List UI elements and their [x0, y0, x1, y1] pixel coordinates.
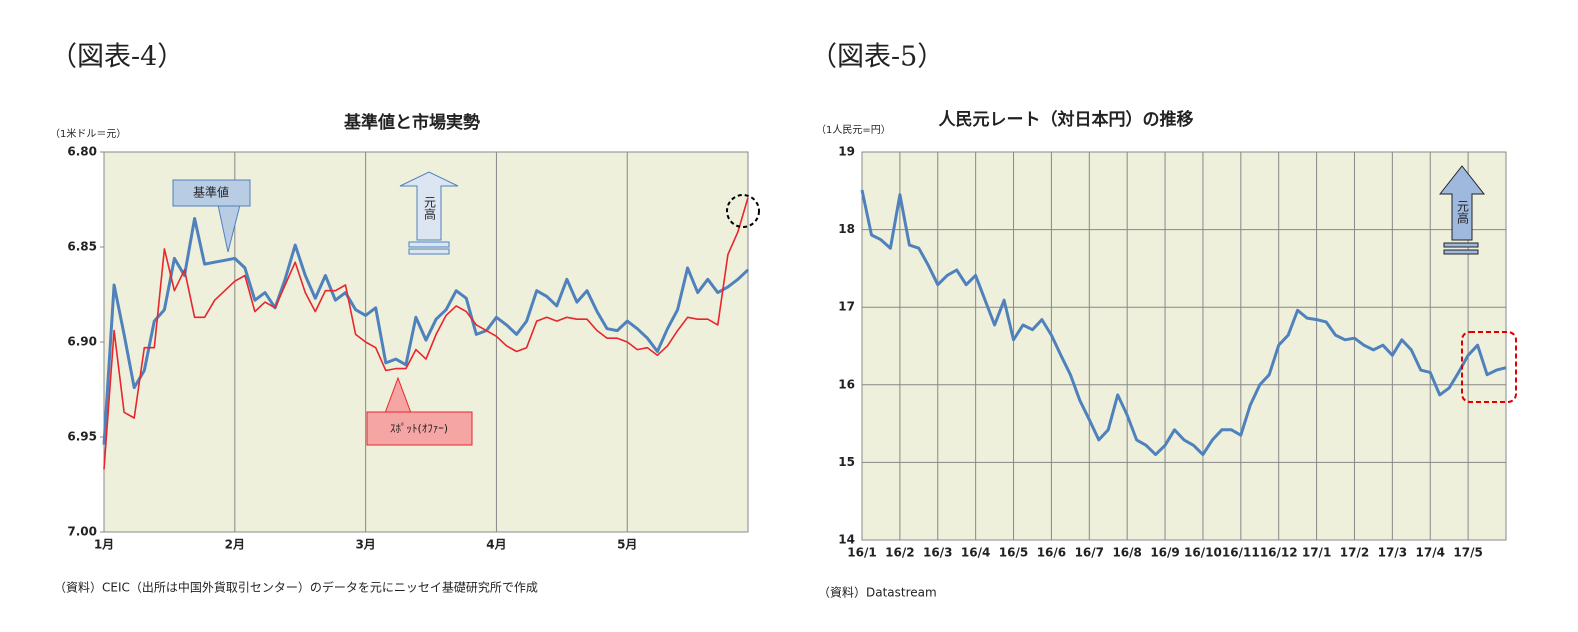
- source: （資料）CEIC（出所は中国外貨取引センター）のデータを元にニッセイ基礎研究所で…: [54, 580, 538, 595]
- x-tick-label: 1月: [94, 538, 114, 552]
- series-line: [102, 217, 750, 445]
- x-tick-label: 16/10: [1184, 546, 1222, 560]
- arrow-label: 元高: [1456, 200, 1470, 225]
- source: （資料）Datastream: [818, 586, 937, 600]
- y-tick-label: 16: [838, 377, 855, 391]
- x-tick-label: 16/7: [1075, 546, 1104, 560]
- y-tick-label: 6.90: [67, 335, 97, 349]
- x-tick-label: 17/5: [1453, 546, 1482, 560]
- y-tick-label: 18: [838, 222, 855, 236]
- highlight-box: [1461, 331, 1517, 403]
- x-tick-label: 16/8: [1112, 546, 1141, 560]
- y-tick-label: 6.80: [67, 145, 97, 159]
- chart-title: 人民元レート（対日本円）の推移: [939, 109, 1194, 130]
- x-tick-label: 17/3: [1378, 546, 1407, 560]
- x-tick-label: 3月: [355, 538, 375, 552]
- annotations: 元高 基準値 ｽﾎﾟｯﾄ(ｵﾌｧｰ) 元高: [172, 165, 1517, 446]
- x-tick-label: 16/9: [1150, 546, 1179, 560]
- callout: [366, 411, 473, 446]
- x-tick-label: 16/5: [999, 546, 1028, 560]
- x-tick-label: 16/3: [923, 546, 952, 560]
- y-tick-label: 6.95: [67, 430, 97, 444]
- x-tick-label: 16/11: [1222, 546, 1260, 560]
- y-tick-label: 14: [838, 533, 855, 547]
- y-tick-label: 17: [838, 300, 855, 314]
- arrow: [1438, 165, 1486, 241]
- arrow-bar: [1443, 249, 1479, 255]
- callout: [172, 179, 251, 207]
- x-tick-label: 2月: [225, 538, 245, 552]
- highlight-circle: [726, 194, 760, 228]
- x-tick-label: 16/12: [1260, 546, 1298, 560]
- arrow-bar: [408, 248, 450, 255]
- figure-label: （図表-4）: [50, 42, 184, 73]
- arrow-bar: [408, 241, 450, 248]
- y-axis-label: （1米ドル＝元）: [50, 127, 126, 140]
- x-tick-label: 16/6: [1037, 546, 1066, 560]
- callout-label: 基準値: [193, 185, 229, 200]
- y-tick-label: 19: [838, 145, 855, 159]
- x-tick-label: 16/2: [885, 546, 914, 560]
- y-axis-label: （1人民元=円）: [816, 124, 891, 136]
- callout-label: ｽﾎﾟｯﾄ(ｵﾌｧｰ): [390, 422, 448, 435]
- arrow-bar: [1443, 242, 1479, 248]
- y-tick-label: 15: [838, 455, 855, 469]
- x-tick-label: 4月: [486, 538, 506, 552]
- figure-label: （図表-5）: [810, 42, 944, 73]
- y-tick-label: 6.85: [67, 240, 97, 254]
- x-tick-label: 5月: [617, 538, 637, 552]
- x-tick-label: 17/1: [1302, 546, 1331, 560]
- arrow-label: 元高: [423, 196, 437, 221]
- x-tick-label: 17/2: [1340, 546, 1369, 560]
- x-tick-label: 17/4: [1416, 546, 1445, 560]
- series-line: [860, 189, 1507, 457]
- arrow: [399, 171, 459, 241]
- series-line: [103, 197, 749, 470]
- x-tick-label: 16/1: [847, 546, 876, 560]
- x-tick-label: 16/4: [961, 546, 990, 560]
- y-tick-label: 7.00: [67, 525, 97, 539]
- chart-title: 基準値と市場実勢: [343, 112, 480, 133]
